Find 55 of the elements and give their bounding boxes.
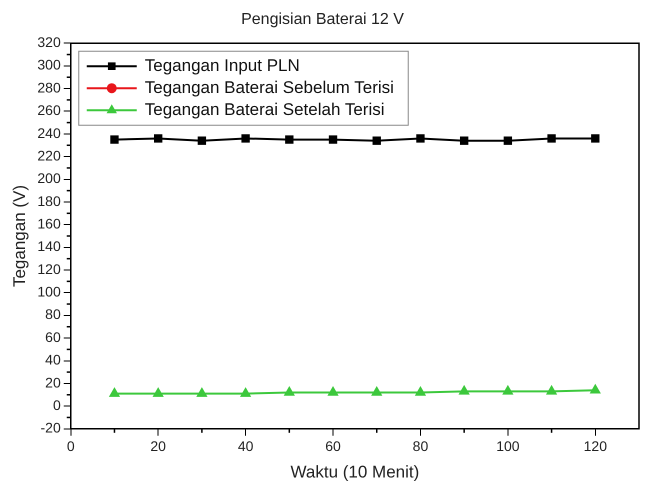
y-tick-label: 300 — [37, 56, 61, 73]
y-tick-label: 240 — [37, 124, 61, 141]
point — [460, 136, 468, 145]
point — [153, 388, 164, 397]
y-tick-label: -20 — [40, 420, 61, 436]
y-axis-title: Tegangan (V) — [10, 184, 29, 288]
point — [328, 387, 338, 396]
point — [198, 136, 206, 145]
x-tick-label: 80 — [412, 438, 428, 454]
x-tick-label: 120 — [584, 438, 608, 454]
y-tick-label: 180 — [37, 192, 61, 209]
chart-title: Pengisian Baterai 12 V — [241, 11, 404, 28]
point — [590, 384, 600, 394]
point — [547, 134, 556, 143]
point — [284, 387, 294, 396]
point — [504, 136, 512, 145]
point — [546, 386, 556, 395]
point — [502, 386, 513, 395]
y-tick-label: 220 — [37, 147, 61, 164]
point — [372, 136, 381, 145]
y-tick-label: 120 — [37, 260, 61, 277]
y-tick-label: 0 — [52, 396, 61, 413]
y-tick-label: 320 — [37, 34, 61, 50]
point — [241, 134, 250, 143]
y-tick-label: 80 — [45, 306, 61, 322]
x-tick-label: 0 — [66, 438, 75, 454]
y-tick-label: 20 — [45, 374, 61, 390]
legend-label: Tegangan Baterai Sebelum Terisi — [144, 78, 394, 97]
point — [110, 388, 120, 397]
y-tick-label: 60 — [45, 328, 61, 345]
x-tick-label: 40 — [238, 438, 254, 454]
point — [240, 388, 250, 397]
y-tick-label: 160 — [37, 216, 61, 232]
point — [196, 388, 207, 397]
y-tick-label: 260 — [37, 102, 61, 118]
point — [328, 135, 338, 144]
point — [416, 134, 425, 143]
point — [416, 387, 426, 396]
x-tick-label: 60 — [325, 438, 342, 454]
x-axis-title: Waktu (10 Menit) — [290, 462, 420, 482]
x-tick-label: 100 — [496, 438, 520, 454]
y-tick-label: 280 — [37, 79, 61, 96]
y-tick-label: 200 — [37, 170, 61, 186]
legend-label: Tegangan Baterai Setelah Terisi — [144, 100, 385, 119]
y-tick-label: 100 — [37, 284, 61, 300]
y-tick-label: 140 — [37, 238, 61, 254]
y-tick-label: 40 — [45, 352, 61, 368]
point — [285, 135, 294, 144]
point — [154, 134, 162, 143]
x-tick-label: 20 — [150, 438, 166, 454]
point — [372, 387, 382, 396]
legend-label: Tegangan Input PLN — [144, 56, 300, 75]
point — [591, 134, 600, 143]
point — [110, 135, 119, 144]
point — [459, 386, 470, 395]
